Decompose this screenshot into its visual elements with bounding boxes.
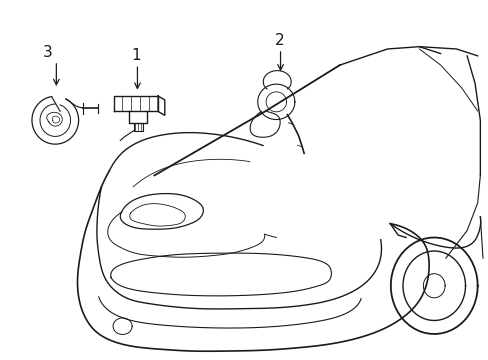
Text: 1: 1	[131, 48, 141, 63]
Text: 2: 2	[275, 33, 284, 48]
Text: 3: 3	[42, 45, 52, 59]
